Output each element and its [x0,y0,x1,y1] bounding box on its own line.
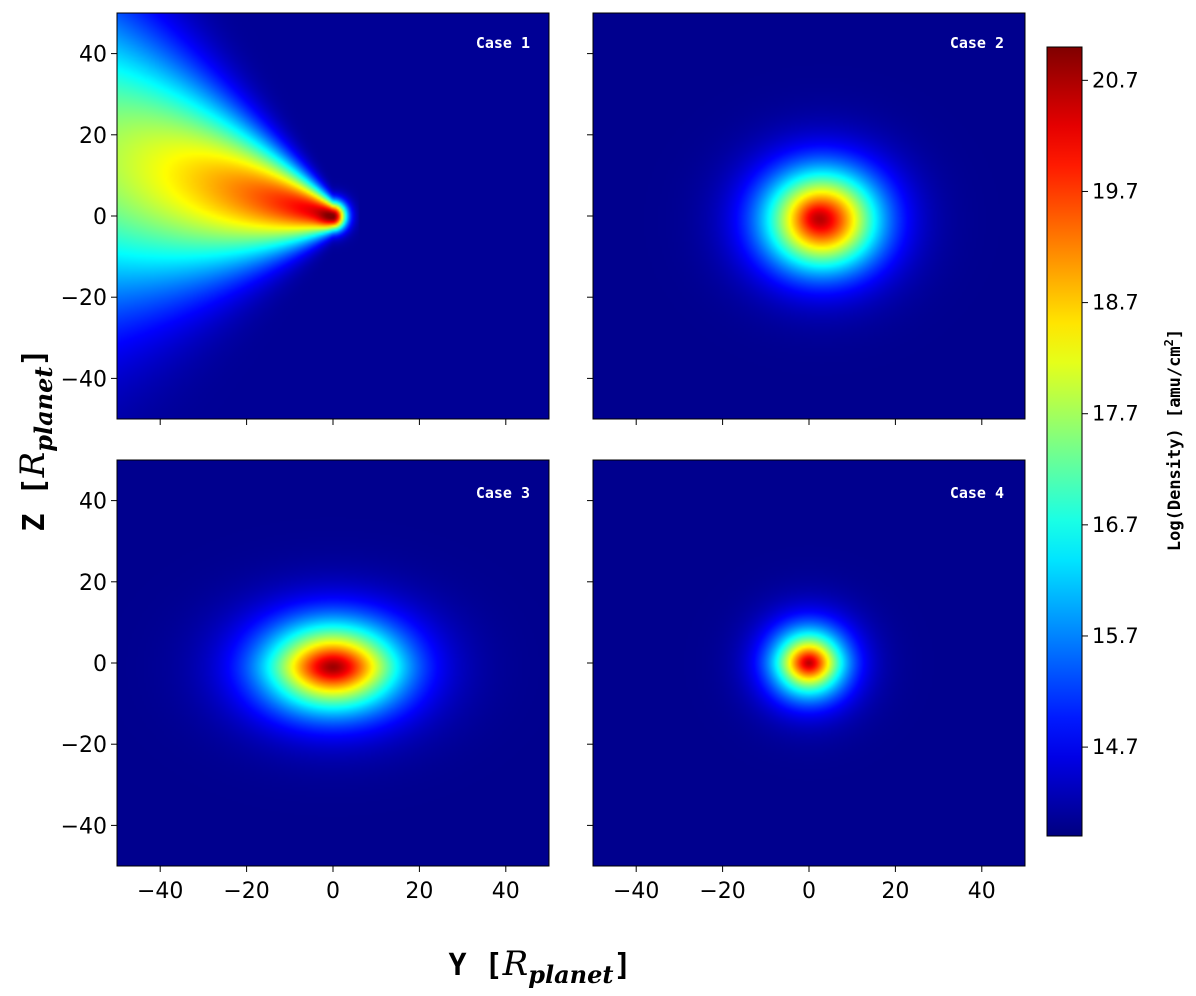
x-axis-label: Y [Rplanet] [448,944,631,989]
panel-case-1: Case 1 [116,12,550,420]
y-tick-label: 40 [79,43,107,68]
colorbar-tick-label: 16.7 [1092,513,1139,537]
x-axis-label-unit: R [502,944,529,984]
y-tick-label: 0 [93,652,107,677]
x-tick-label: 0 [326,879,340,904]
colorbar-gradient [1046,46,1083,837]
panel-label-case-1: Case 1 [476,34,530,52]
y-tick-label: 40 [79,490,107,515]
y-tick-label: −40 [61,367,107,392]
x-tick-label: 40 [492,879,520,904]
y-tick-label: −20 [61,286,107,311]
x-axis-label-unit-sub: planet [528,960,613,989]
colorbar: 14.7 15.7 16.7 17.7 18.7 19.7 20.7 Log(Density… [1046,46,1185,837]
y-axis-label-unit-sub: planet [29,367,58,452]
colorbar-tick-label: 14.7 [1092,735,1139,759]
panel-label-case-4: Case 4 [950,484,1004,502]
y-tick-label: 20 [79,124,107,149]
colorbar-tick-label: 20.7 [1092,68,1139,92]
panel-case-3: Case 3 [116,459,550,867]
heatmap-case-2 [593,13,1025,419]
colorbar-tick-label: 17.7 [1092,402,1139,426]
y-tick-label: −20 [61,733,107,758]
y-tick-label: 0 [93,205,107,230]
x-tick-label: −20 [223,879,269,904]
colorbar-title-end: ] [1165,329,1185,339]
panel-case-2: Case 2 [592,12,1026,420]
y-axis-label: Z[Rplanet] [13,348,58,531]
colorbar-ticks: 14.7 15.7 16.7 17.7 18.7 19.7 20.7 [1082,68,1139,759]
x-tick-label: 20 [881,879,909,904]
heatmap-case-4 [593,460,1025,866]
heatmap-case-1 [117,13,549,419]
x-tick-label: 20 [405,879,433,904]
colorbar-tick-label: 15.7 [1092,624,1139,648]
y-tick-label: 20 [79,571,107,596]
colorbar-tick-label: 19.7 [1092,179,1139,203]
panel-label-case-2: Case 2 [950,34,1004,52]
x-tick-label: 0 [802,879,816,904]
panel-label-case-3: Case 3 [476,484,530,502]
y-tick-label: −40 [61,814,107,839]
axis-ticks: −40 −20 0 20 40 −40 −20 0 20 40 −40 −20 0 20 40 −40 −20 0… [61,43,996,904]
x-tick-label: −40 [613,879,659,904]
x-axis-label-main: Y [448,948,466,983]
colorbar-title-sup: 2 [1162,339,1176,346]
colorbar-title-main: Log(Density) [amu/cm [1165,346,1185,551]
x-tick-label: −20 [699,879,745,904]
colorbar-tick-label: 18.7 [1092,291,1139,315]
colorbar-title: Log(Density) [amu/cm2] [1162,329,1185,551]
panel-case-4: Case 4 [592,459,1026,867]
y-axis-label-main: Z [17,513,52,531]
x-tick-label: −40 [137,879,183,904]
y-axis-label-unit: R [13,452,53,479]
heatmap-case-3 [117,460,549,866]
x-tick-label: 40 [968,879,996,904]
